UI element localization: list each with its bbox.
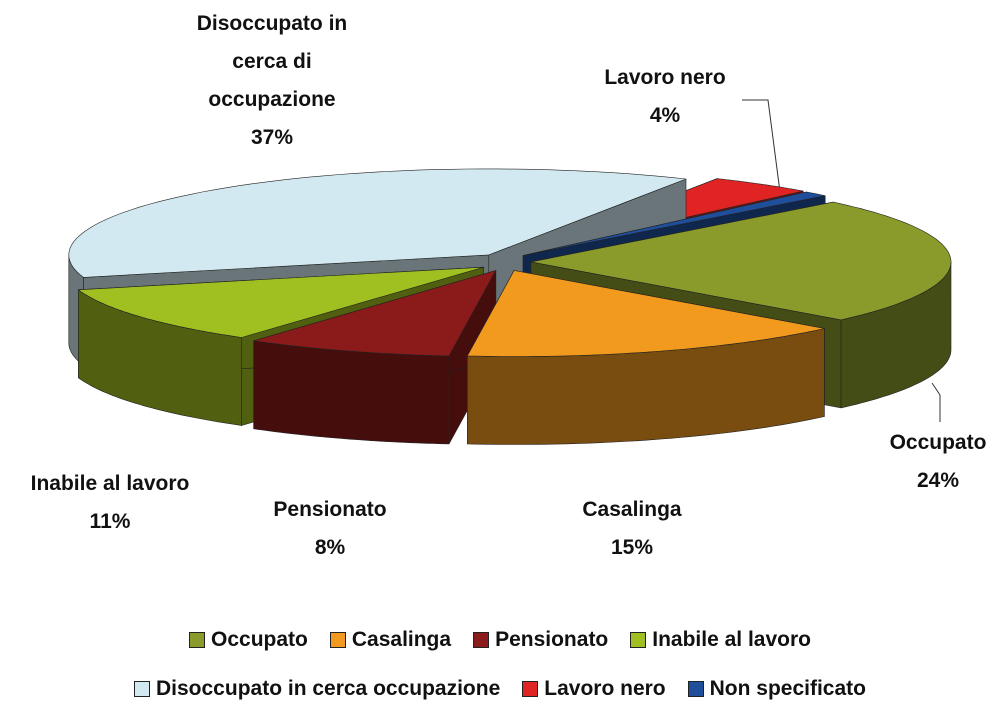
legend-item: Pensionato — [473, 628, 608, 652]
slice-value: 15% — [610, 536, 654, 559]
slice-name: Casalinga — [582, 498, 682, 521]
leader-line — [931, 382, 941, 422]
slice-wall — [253, 340, 450, 445]
data-label: Lavoro nero 4% — [604, 59, 725, 135]
data-label: Occupato 24% — [890, 424, 987, 500]
legend-swatch — [134, 681, 150, 697]
legend-item: Occupato — [189, 628, 308, 652]
slice-name: Pensionato — [273, 498, 387, 521]
legend-swatch — [189, 632, 205, 648]
slice-value: 11% — [89, 510, 131, 533]
slice — [466, 270, 825, 357]
slice-value: 4% — [649, 104, 681, 127]
legend: Disoccupato in cerca occupazione Lavoro n… — [0, 677, 1000, 701]
data-label: Casalinga 15% — [582, 491, 681, 567]
leader-line — [742, 99, 781, 193]
slice-name: Disoccupato in cerca di occupazione — [196, 12, 348, 111]
legend-label: Disoccupato in cerca occupazione — [156, 677, 501, 700]
slice-value: 24% — [916, 469, 960, 492]
legend-item: Lavoro nero — [522, 677, 666, 701]
legend-label: Occupato — [211, 628, 308, 651]
legend-label: Pensionato — [495, 628, 609, 651]
legend-item: Non specificato — [687, 677, 866, 701]
slice-value: 37% — [250, 126, 294, 149]
slice — [523, 191, 826, 256]
slice-name: Lavoro nero — [604, 66, 726, 89]
data-label: Inabile al lavoro 11% — [31, 465, 190, 541]
data-label: Pensionato 8% — [273, 491, 386, 567]
legend-swatch — [522, 681, 539, 697]
legend: Occupato Casalinga Pensionato Inabile al la… — [0, 628, 1000, 652]
legend-label: Casalinga — [351, 628, 452, 651]
legend-swatch — [473, 632, 490, 648]
legend-item: Inabile al lavoro — [630, 628, 811, 652]
legend-item: Casalinga — [329, 628, 452, 652]
slice — [68, 168, 687, 278]
legend-label: Non specificato — [709, 677, 866, 700]
slice — [253, 270, 497, 357]
legend-label: Inabile al lavoro — [652, 628, 811, 651]
slice — [530, 201, 952, 321]
legend-swatch — [687, 681, 704, 697]
slice-value: 8% — [314, 536, 346, 559]
data-label: Disoccupato in cerca di occupazione 37% — [172, 5, 372, 157]
slice-name: Inabile al lavoro — [30, 472, 190, 495]
slice-name: Occupato — [889, 431, 987, 454]
legend-label: Lavoro nero — [544, 677, 666, 700]
slice — [77, 266, 484, 338]
legend-swatch — [630, 632, 647, 648]
legend-item: Disoccupato in cerca occupazione — [134, 677, 500, 701]
legend-swatch — [329, 632, 346, 648]
